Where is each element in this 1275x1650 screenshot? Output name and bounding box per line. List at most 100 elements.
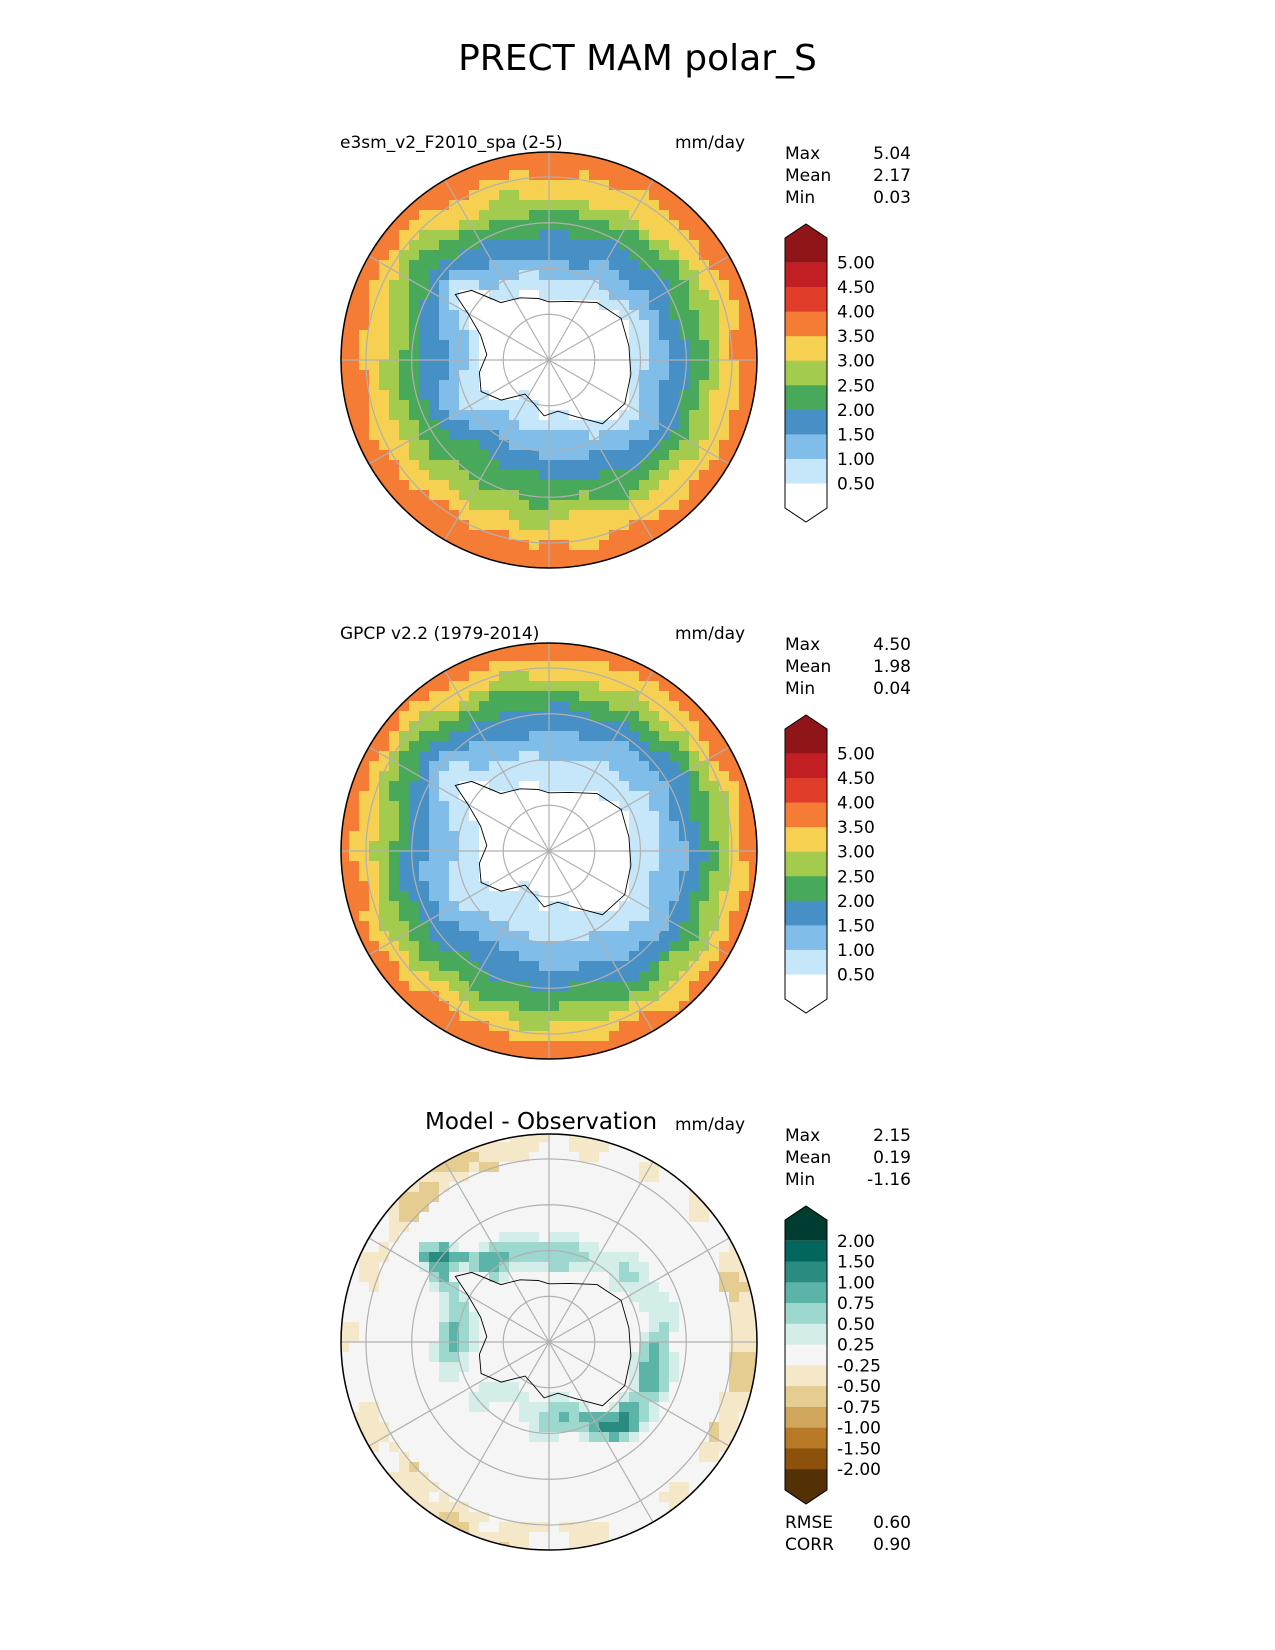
field-cell: [709, 921, 720, 932]
field-cell: [519, 420, 530, 431]
field-cell: [379, 721, 390, 732]
field-cell: [549, 1422, 560, 1433]
field-cell: [459, 180, 470, 191]
coastline: [454, 780, 632, 916]
field-cell: [341, 871, 350, 882]
field-cell: [669, 510, 680, 521]
field-cell: [359, 1352, 370, 1363]
longitude-gridline: [368, 255, 550, 361]
field-cell: [579, 520, 590, 531]
field-cell: [469, 761, 480, 772]
field-cell: [609, 520, 620, 531]
field-cell: [499, 861, 510, 872]
field-cell: [359, 1202, 370, 1213]
field-cell: [699, 390, 710, 401]
field-cell: [589, 981, 600, 992]
field-cell: [399, 871, 410, 882]
field-cell: [519, 360, 530, 371]
field-cell: [439, 320, 450, 331]
field-cell: [639, 1222, 650, 1233]
field-cell: [739, 500, 750, 511]
field-cell: [549, 360, 560, 371]
field-cell: [379, 991, 390, 1002]
field-cell: [639, 460, 650, 471]
field-cell: [699, 530, 710, 541]
field-cell: [509, 1362, 520, 1373]
field-cell: [709, 761, 720, 772]
field-cell: [519, 510, 530, 521]
field-cell: [399, 1282, 410, 1293]
field-cell: [519, 891, 530, 902]
field-cell: [649, 671, 660, 682]
field-cell: [579, 1382, 590, 1393]
field-cell: [559, 1031, 570, 1042]
field-cell: [519, 871, 530, 882]
field-cell: [599, 170, 610, 181]
field-cell: [669, 1212, 680, 1223]
field-cell: [609, 1051, 620, 1059]
field-cell: [469, 200, 480, 211]
field-cell: [649, 1362, 660, 1373]
field-cell: [439, 180, 450, 191]
field-cell: [439, 1041, 450, 1052]
field-cell: [639, 861, 650, 872]
field-cell: [739, 1031, 750, 1042]
field-cell: [669, 420, 680, 431]
field-cell: [349, 851, 360, 862]
field-cell: [699, 152, 710, 161]
field-cell: [589, 390, 600, 401]
field-cell: [669, 821, 680, 832]
field-cell: [589, 801, 600, 812]
field-cell: [679, 921, 690, 932]
field-cell: [349, 911, 360, 922]
field-cell: [639, 771, 650, 782]
field-cell: [369, 1442, 380, 1453]
field-cell: [539, 721, 550, 732]
field-cell: [359, 1142, 370, 1153]
field-cell: [679, 1432, 690, 1443]
field-cell: [429, 440, 440, 451]
field-cell: [529, 1282, 540, 1293]
field-cell: [489, 370, 500, 381]
field-cell: [459, 530, 470, 541]
field-cell: [529, 450, 540, 461]
field-cell: [569, 210, 580, 221]
field-cell: [419, 971, 430, 982]
field-cell: [579, 781, 590, 792]
field-cell: [519, 1402, 530, 1413]
colorbar: 0.501.001.502.002.503.003.504.004.505.00: [784, 714, 875, 1014]
field-cell: [579, 721, 590, 732]
field-cell: [399, 1142, 410, 1153]
field-cell: [559, 681, 570, 692]
field-cell: [629, 1442, 640, 1453]
field-cell: [539, 190, 550, 201]
field-cell: [579, 490, 590, 501]
field-cell: [719, 560, 730, 568]
field-cell: [409, 280, 420, 291]
field-cell: [629, 490, 640, 501]
field-cell: [529, 470, 540, 481]
field-cell: [509, 550, 520, 561]
field-cell: [469, 971, 480, 982]
field-cell: [609, 160, 620, 171]
field-cell: [349, 881, 360, 892]
field-cell: [399, 430, 410, 441]
field-cell: [729, 380, 740, 391]
field-cell: [669, 731, 680, 742]
field-cell: [679, 941, 690, 952]
field-cell: [599, 370, 610, 381]
field-cell: [349, 643, 360, 652]
field-cell: [599, 691, 610, 702]
field-cell: [449, 891, 460, 902]
field-cell: [469, 1252, 480, 1263]
field-cell: [479, 1152, 490, 1163]
field-cell: [589, 530, 600, 541]
field-cell: [699, 200, 710, 211]
field-cell: [439, 160, 450, 171]
field-cell: [649, 1222, 660, 1233]
field-cell: [389, 1402, 400, 1413]
field-cell: [739, 1242, 750, 1253]
field-cell: [449, 1322, 460, 1333]
field-cell: [341, 731, 350, 742]
field-cell: [419, 771, 430, 782]
